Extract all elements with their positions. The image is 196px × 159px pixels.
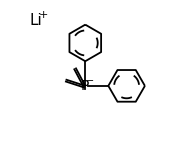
Text: +: + <box>38 10 48 20</box>
Text: −: − <box>86 76 94 86</box>
Text: P: P <box>81 79 89 93</box>
Text: Li: Li <box>30 13 42 28</box>
